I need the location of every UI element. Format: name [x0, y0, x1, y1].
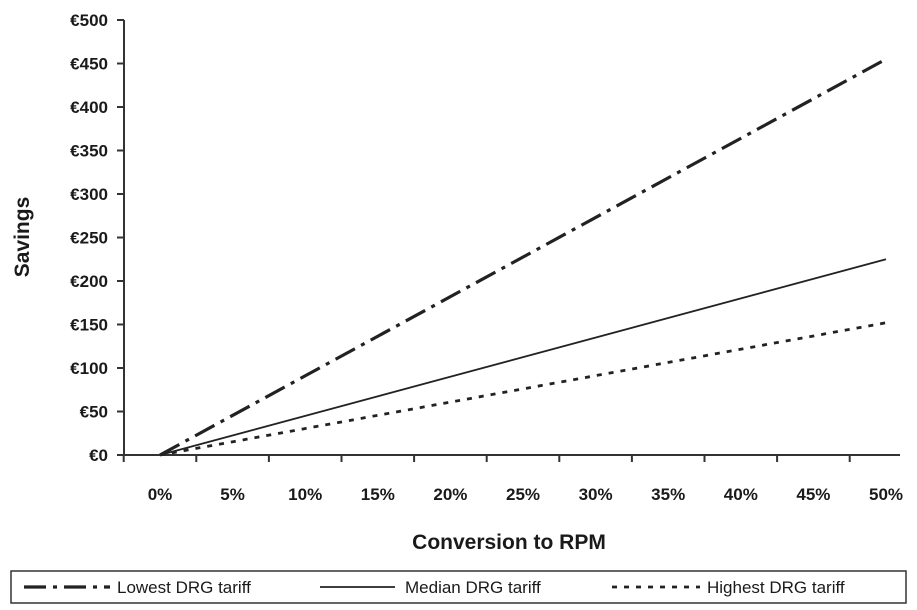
- y-axis-ticks: €0 €50 €100 €150 €200 €250 €300 €350 €400 €450 €50…: [70, 11, 124, 465]
- x-tick-label: 45%: [796, 485, 830, 504]
- y-tick-label: €200: [70, 272, 108, 291]
- series-line-1: [159, 57, 887, 457]
- series-line-2: [159, 258, 887, 456]
- y-tick-label: €300: [70, 185, 108, 204]
- y-tick-label: €250: [70, 229, 108, 248]
- legend-label-3: Highest DRG tariff: [707, 578, 845, 597]
- x-tick-label: 15%: [361, 485, 395, 504]
- y-tick-label: €0: [89, 446, 108, 465]
- legend-box: [10, 570, 907, 604]
- legend-label-2: Median DRG tariff: [405, 578, 541, 597]
- y-tick-label: €450: [70, 55, 108, 74]
- x-tick-label: 0%: [148, 485, 173, 504]
- x-tick-label: 20%: [433, 485, 467, 504]
- x-tick-label: 50%: [869, 485, 903, 504]
- x-tick-label: 25%: [506, 485, 540, 504]
- x-tick-label: 10%: [288, 485, 322, 504]
- y-tick-label: €100: [70, 359, 108, 378]
- y-tick-label: €50: [80, 403, 108, 422]
- series-line-3: [159, 321, 887, 457]
- series-lines: [159, 57, 887, 457]
- y-tick-label: €400: [70, 98, 108, 117]
- y-tick-label: €150: [70, 316, 108, 335]
- legend: Lowest DRG tariff Median DRG tariff Highes…: [10, 570, 907, 604]
- x-axis-ticks: 0% 5% 10% 15% 20% 25% 30% 35% 40% 45% 50%: [122, 455, 903, 504]
- x-tick-label: 5%: [220, 485, 245, 504]
- y-tick-label: €350: [70, 142, 108, 161]
- x-tick-label: 40%: [724, 485, 758, 504]
- x-axis-title: Conversion to RPM: [412, 531, 606, 554]
- legend-label-1: Lowest DRG tariff: [117, 578, 251, 597]
- x-tick-label: 30%: [579, 485, 613, 504]
- x-tick-label: 35%: [651, 485, 685, 504]
- plot-area: €0 €50 €100 €150 €200 €250 €300 €350 €400 €450 €50…: [70, 11, 903, 504]
- y-axis-title: Savings: [11, 197, 34, 278]
- y-tick-label: €500: [70, 11, 108, 30]
